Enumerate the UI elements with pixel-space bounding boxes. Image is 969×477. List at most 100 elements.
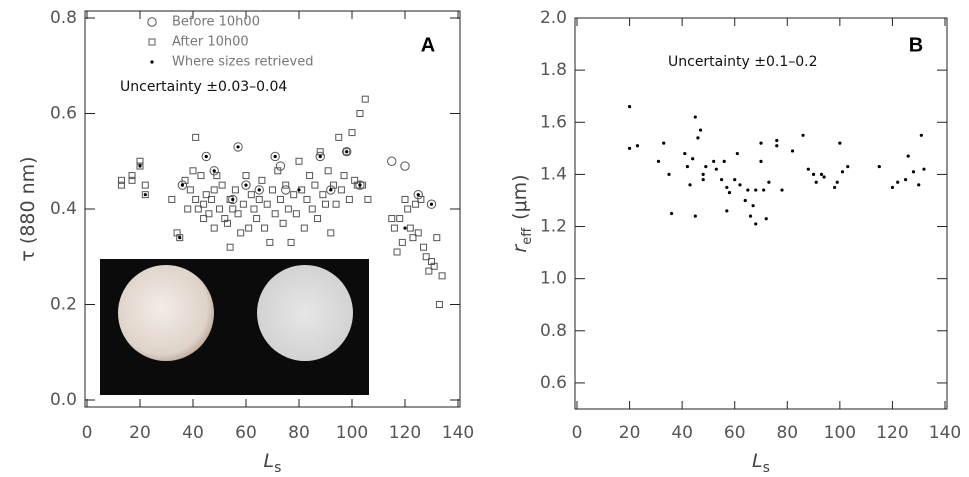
point-square bbox=[343, 148, 351, 156]
point-square bbox=[218, 181, 226, 189]
point-dot bbox=[180, 183, 184, 187]
point-dot bbox=[698, 128, 703, 132]
panel-b: 0 20 40 60 80 100 120 140 0.6 0.8 1.0 1.2 1.4 1.6 1.8 2… bbox=[509, 8, 962, 476]
point-dot bbox=[138, 164, 142, 168]
point-dot bbox=[922, 167, 926, 171]
point-dot bbox=[811, 172, 816, 176]
point-dot bbox=[212, 169, 216, 173]
point-dot bbox=[759, 159, 763, 163]
point-circle bbox=[387, 156, 397, 166]
point-square bbox=[200, 200, 208, 208]
point-square bbox=[308, 205, 316, 213]
point-dot bbox=[693, 214, 697, 218]
point-square bbox=[223, 219, 231, 227]
point-square bbox=[176, 234, 184, 242]
point-square bbox=[239, 200, 247, 208]
point-circle bbox=[281, 185, 291, 195]
point-square bbox=[181, 176, 189, 184]
point-square bbox=[398, 238, 406, 246]
point-square bbox=[406, 224, 414, 232]
point-square bbox=[420, 243, 428, 251]
point-dot bbox=[403, 226, 407, 230]
point-square bbox=[300, 224, 308, 232]
point-dot bbox=[627, 146, 632, 150]
point-circle bbox=[228, 194, 238, 205]
point-dot bbox=[635, 144, 640, 148]
point-square bbox=[287, 238, 295, 246]
point-dot bbox=[735, 151, 739, 156]
point-square bbox=[284, 205, 292, 213]
point-dot bbox=[835, 180, 839, 184]
point-square bbox=[194, 205, 202, 213]
point-square bbox=[168, 195, 176, 203]
point-dot bbox=[231, 197, 235, 202]
point-dot bbox=[896, 180, 900, 184]
point-square bbox=[186, 186, 194, 194]
point-square bbox=[210, 186, 218, 194]
x-tick-label: 120 bbox=[876, 423, 908, 443]
point-dot bbox=[273, 154, 277, 159]
x-axis-title-main: L bbox=[752, 450, 763, 472]
x-tick-label: 60 bbox=[724, 423, 746, 443]
point-dot bbox=[833, 185, 837, 190]
point-dot bbox=[244, 183, 248, 187]
point-square bbox=[438, 272, 446, 280]
point-square bbox=[231, 186, 239, 194]
point-square bbox=[148, 38, 156, 46]
y-axis-title: reff (μm) bbox=[509, 174, 535, 252]
point-dot bbox=[257, 188, 261, 192]
point-square bbox=[340, 172, 348, 180]
point-square bbox=[364, 195, 372, 203]
point-dot bbox=[838, 141, 842, 145]
x-axis-title-sub: s bbox=[763, 460, 770, 476]
point-square bbox=[332, 200, 340, 208]
point-dot bbox=[656, 159, 661, 163]
point-dot bbox=[911, 170, 916, 174]
x-axis-title-main: L bbox=[264, 450, 275, 472]
point-square bbox=[404, 205, 412, 213]
point-circle bbox=[254, 185, 264, 195]
point-circle bbox=[201, 151, 211, 162]
x-tick-label: 0 bbox=[572, 423, 583, 443]
point-square bbox=[208, 195, 216, 203]
point-dot bbox=[762, 188, 766, 192]
point-dot bbox=[890, 185, 895, 190]
point-square bbox=[414, 229, 422, 237]
point-square bbox=[401, 195, 409, 203]
point-dot bbox=[693, 115, 697, 119]
y-tick-label: 1.6 bbox=[540, 112, 567, 132]
point-dot bbox=[746, 188, 750, 192]
point-dot bbox=[780, 188, 784, 192]
x-tick-label: 120 bbox=[389, 423, 421, 443]
point-dot bbox=[775, 144, 779, 148]
point-square bbox=[306, 172, 314, 180]
point-square bbox=[409, 234, 417, 242]
point-dot bbox=[846, 164, 850, 169]
x-tick-label: 20 bbox=[619, 423, 641, 443]
point-square bbox=[274, 167, 282, 175]
x-tick-label: 100 bbox=[336, 423, 368, 443]
point-dot bbox=[150, 60, 154, 64]
point-square bbox=[250, 205, 258, 213]
point-square bbox=[282, 181, 290, 189]
point-square bbox=[292, 210, 300, 218]
point-square bbox=[136, 157, 144, 165]
point-circle bbox=[315, 151, 325, 162]
point-square bbox=[327, 229, 335, 237]
point-circle bbox=[426, 199, 437, 209]
point-square bbox=[348, 129, 356, 137]
point-dot bbox=[670, 211, 674, 216]
point-dot bbox=[840, 170, 845, 174]
annotation: Uncertainty ±0.1–0.2 bbox=[668, 54, 818, 70]
point-dot bbox=[759, 141, 763, 145]
point-square bbox=[266, 238, 274, 246]
point-square bbox=[263, 200, 271, 208]
y-tick-label: 0.4 bbox=[50, 199, 77, 219]
point-square bbox=[430, 262, 438, 270]
point-square bbox=[329, 181, 337, 189]
point-dot bbox=[712, 159, 716, 163]
point-square bbox=[213, 172, 221, 180]
point-dot bbox=[748, 214, 753, 218]
point-dot bbox=[696, 136, 700, 140]
